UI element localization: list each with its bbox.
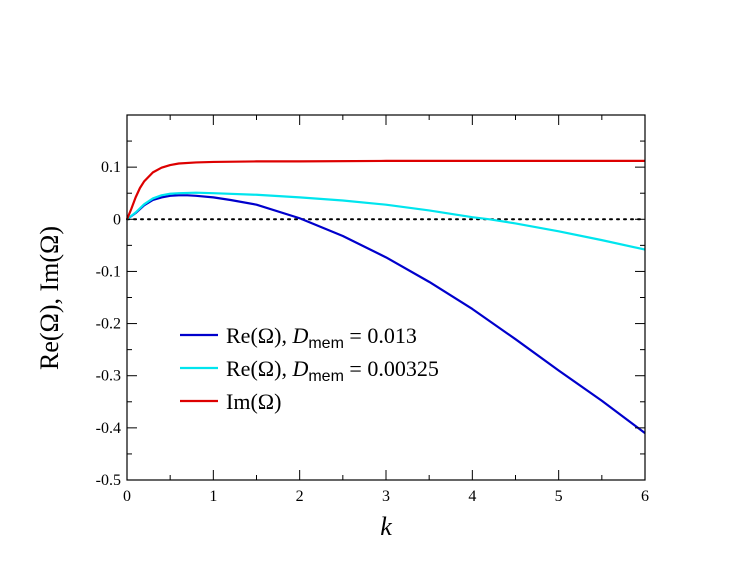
- y-tick-label: -0.5: [96, 472, 121, 489]
- series-line-1: [126, 194, 646, 434]
- y-tick-label: -0.2: [96, 316, 121, 333]
- series-line-3: [125, 159, 645, 220]
- x-tick-label: 0: [123, 488, 131, 505]
- x-tick-label: 4: [468, 488, 476, 505]
- y-tick-label: -0.4: [96, 420, 121, 437]
- x-tick-label: 6: [641, 488, 649, 505]
- plot-frame: [126, 114, 646, 481]
- y-tick-label: 0.1: [101, 159, 121, 176]
- y-tick-label: 0: [113, 211, 121, 228]
- y-tick-label: -0.3: [96, 368, 121, 385]
- legend: Re(Ω), Dmem = 0.013 Re(Ω), Dmem = 0.00325…: [180, 323, 439, 414]
- y-tick-label: -0.1: [96, 263, 121, 280]
- y-axis-label: Re(Ω), Im(Ω): [35, 226, 64, 370]
- x-tick-label: 2: [296, 488, 304, 505]
- legend-label-3: Im(Ω): [226, 389, 281, 414]
- x-axis-label: k: [380, 512, 392, 541]
- legend-label-2: Re(Ω), Dmem = 0.00325: [226, 356, 439, 385]
- x-tick-label: 5: [555, 488, 563, 505]
- series-line-2: [126, 191, 646, 251]
- x-tick-label: 3: [382, 488, 390, 505]
- axes: 0 1 2 3 4 5 6 -0.5 -0.4 -0.3 -0.2 -0.1 0 0.1: [96, 114, 649, 505]
- legend-label-1: Re(Ω), Dmem = 0.013: [226, 323, 417, 352]
- x-tick-label: 1: [209, 488, 217, 505]
- plot-area: [125, 159, 646, 434]
